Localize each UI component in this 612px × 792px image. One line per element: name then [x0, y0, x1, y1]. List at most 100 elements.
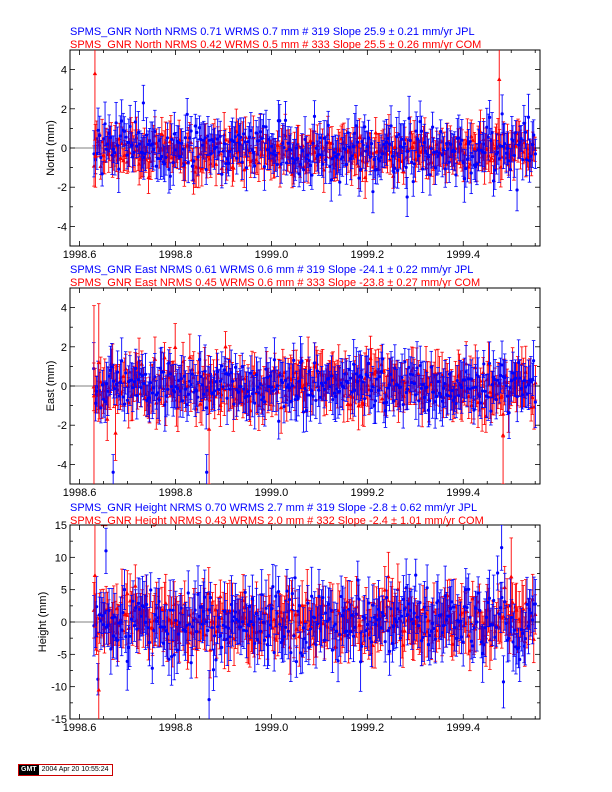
north-point-marker [407, 116, 411, 120]
east-point-marker [140, 373, 144, 378]
north-point-marker [433, 166, 437, 170]
north-point-marker [133, 120, 137, 124]
north-point-marker [532, 133, 536, 137]
north-point-marker [98, 133, 102, 138]
north-point-marker [138, 142, 142, 146]
east-point-marker [170, 385, 174, 389]
east-point-marker [161, 370, 166, 374]
east-point-marker [267, 384, 271, 389]
east-point-marker [427, 381, 433, 386]
east-point-marker [221, 385, 225, 389]
north-point-marker [200, 143, 204, 147]
north-point-marker [523, 130, 528, 134]
north-point-marker [168, 174, 172, 178]
north-point-marker [357, 176, 361, 180]
north-point-marker [336, 152, 340, 156]
east-point-marker [203, 369, 207, 373]
north-point-marker [127, 141, 131, 145]
east-point-marker [196, 395, 200, 399]
east-point-marker [278, 405, 284, 410]
east-point-marker [292, 358, 296, 363]
north-point-marker [493, 168, 497, 172]
east-point-marker [405, 387, 410, 391]
north-point-marker [312, 114, 317, 118]
north-point-marker [490, 131, 494, 135]
east-point-marker [226, 372, 231, 376]
east-point-marker [350, 390, 354, 394]
north-outliers [92, 50, 502, 218]
north-point-marker [398, 144, 403, 148]
east-point-marker [158, 366, 163, 370]
north-point-marker [460, 138, 464, 142]
north-point-marker [469, 171, 473, 175]
east-point-marker [307, 369, 311, 374]
east-header-jpl: SPMS_GNR East NRMS 0.61 WRMS 0.6 mm # 31… [70, 264, 473, 276]
north-point-marker [533, 152, 537, 156]
east-point-marker [108, 368, 113, 372]
north-point-marker [99, 155, 103, 160]
north-point-marker [140, 151, 145, 155]
east-point-marker [380, 357, 385, 361]
east-point-marker [199, 374, 203, 379]
north-point-marker [132, 150, 136, 154]
north-point-marker [522, 121, 526, 125]
north-point-marker [508, 167, 513, 172]
east-point-marker [189, 382, 193, 387]
north-point-marker [410, 160, 414, 164]
east-point-marker [135, 393, 139, 398]
north-point-marker [395, 135, 399, 139]
north-point-marker [292, 161, 296, 165]
east-point-marker [254, 373, 259, 377]
north-point-marker [373, 130, 378, 135]
east-point-marker [116, 370, 120, 374]
east-point-marker [329, 374, 334, 378]
north-point-marker [128, 124, 132, 129]
north-point-marker [468, 139, 472, 144]
east-point-marker [393, 366, 397, 370]
east-point-marker [311, 394, 315, 398]
north-point-marker [190, 164, 194, 168]
east-point-marker [123, 402, 127, 406]
north-point-marker [244, 166, 249, 170]
north-point-marker [289, 148, 293, 152]
north-x-tick-label: 1998.8 [159, 249, 193, 261]
east-point-marker [103, 400, 107, 404]
north-point-marker [507, 159, 511, 163]
north-point-marker [164, 155, 168, 160]
east-point-marker [261, 380, 267, 385]
north-point-marker [302, 168, 306, 172]
east-point-marker [181, 399, 185, 403]
north-point-marker [361, 143, 365, 147]
north-point-marker [529, 154, 533, 158]
east-point-marker [106, 389, 110, 393]
east-point-marker [111, 379, 116, 383]
north-point-marker [199, 138, 203, 142]
north-point-marker [485, 125, 489, 129]
east-point-marker [404, 390, 408, 395]
north-point-marker [386, 136, 390, 140]
north-point-marker [526, 115, 531, 119]
north-point-marker [310, 173, 314, 177]
north-point-marker [272, 149, 276, 153]
north-point-marker [517, 143, 521, 147]
north-point-marker [239, 135, 243, 139]
north-point-marker [159, 131, 165, 136]
north-x-tick-label: 1998.6 [63, 249, 97, 261]
east-point-marker [225, 396, 229, 400]
east-point-marker [354, 372, 358, 376]
north-point-marker [268, 151, 272, 155]
north-header-com: SPMS_GNR North NRMS 0.42 WRMS 0.5 mm # 3… [70, 39, 481, 51]
north-point-marker [158, 157, 162, 161]
north-point-marker [196, 155, 200, 159]
north-point-marker [142, 155, 146, 160]
north-point-marker [135, 144, 139, 148]
east-point-marker [215, 370, 220, 374]
north-point-marker [118, 155, 123, 160]
east-point-marker [250, 392, 254, 396]
north-point-marker [384, 140, 389, 144]
north-point-marker [335, 155, 339, 160]
east-point-marker [167, 361, 171, 365]
north-point-marker [453, 149, 457, 153]
north-point-marker [363, 125, 367, 129]
east-point-marker [310, 389, 314, 393]
